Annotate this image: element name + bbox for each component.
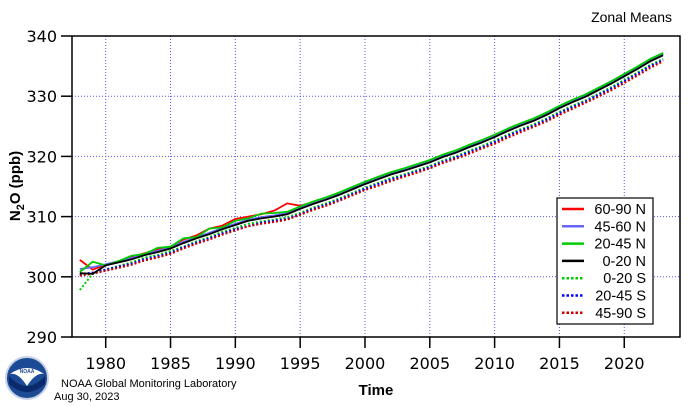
y-tick-label: 340 (26, 27, 57, 46)
lab-name: NOAA Global Monitoring Laboratory (61, 378, 237, 390)
x-tick-label: 1980 (85, 354, 126, 373)
legend-label: 0-20 N (602, 254, 646, 270)
series-line-45-60n (79, 53, 664, 270)
series-line-0-20s (79, 57, 664, 291)
x-tick-label: 2000 (345, 354, 386, 373)
series-line-20-45n (79, 52, 664, 273)
legend-label: 60-90 N (594, 202, 646, 218)
x-tick-label: 1990 (215, 354, 256, 373)
series-lines (79, 52, 664, 291)
plot-frame (71, 35, 681, 338)
x-tick-label: 2020 (604, 354, 645, 373)
series-line-20-45s (79, 59, 664, 276)
x-tick-label: 2010 (474, 354, 515, 373)
legend-label: 45-60 N (594, 219, 646, 235)
chart-title: Zonal Means (591, 9, 672, 25)
series-line-45-90s (79, 60, 664, 277)
y-tick-label: 320 (26, 147, 57, 166)
x-axis-label: Time (359, 382, 394, 399)
y-tick-label: 310 (26, 208, 57, 227)
series-line-0-20n (79, 54, 664, 275)
legend-label: 45-90 S (595, 306, 646, 322)
legend-label: 0-20 S (603, 271, 646, 287)
y-tick-label: 300 (26, 268, 57, 287)
svg-text:NOAA: NOAA (20, 369, 35, 375)
date-stamp: Aug 30, 2023 (54, 391, 120, 403)
legend: 60-90 N45-60 N 20-45 N0-20 N0-20 S 20-45 S… (556, 197, 654, 325)
legend-label: 20-45 N (594, 237, 646, 253)
y-tick-label: 290 (26, 328, 57, 347)
y-tick-label: 330 (26, 87, 57, 106)
legend-label: 20-45 S (595, 289, 646, 305)
y-axis-label: N2O (ppb) (7, 151, 27, 221)
x-tick-label: 1985 (150, 354, 191, 373)
x-tick-label: 1995 (280, 354, 321, 373)
noaa-logo: NOAA (5, 356, 49, 400)
x-tick-label: 2005 (409, 354, 450, 373)
axis-ticks: 1980 1985 1990 1995 2000 2005 2010 2015 2020 290 3… (26, 27, 644, 373)
x-tick-label: 2015 (539, 354, 580, 373)
